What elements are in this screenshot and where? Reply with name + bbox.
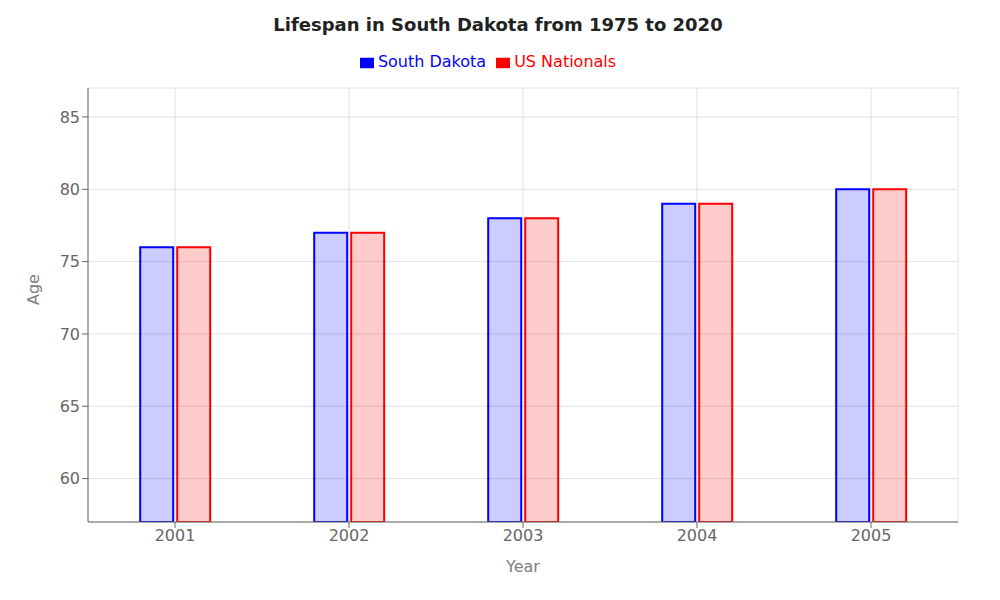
svg-text:2001: 2001: [155, 526, 196, 545]
svg-text:80: 80: [60, 180, 80, 199]
svg-text:2005: 2005: [851, 526, 892, 545]
html-text:US Nationals: US Nationals: [514, 52, 617, 71]
svg-text:60: 60: [60, 469, 80, 488]
svg-text:85: 85: [60, 108, 80, 127]
svg-text:65: 65: [60, 397, 80, 416]
svg-text:70: 70: [60, 325, 80, 344]
svg-text:Age: Age: [24, 274, 43, 305]
svg-text:2003: 2003: [503, 526, 544, 545]
svg-text:2004: 2004: [677, 526, 718, 545]
html-text:Lifespan in South Dakota from: Lifespan in South Dakota from 1975 to 20…: [273, 14, 723, 35]
svg-text:2002: 2002: [329, 526, 370, 545]
svg-text:75: 75: [60, 252, 80, 271]
html-text:South Dakota: South Dakota: [377, 52, 487, 71]
svg-text:Year: Year: [505, 557, 540, 576]
